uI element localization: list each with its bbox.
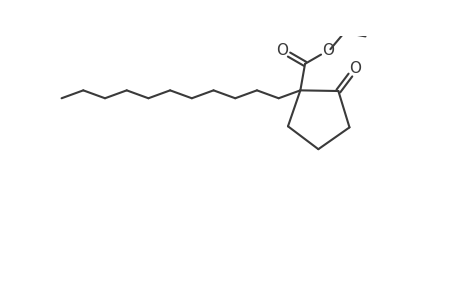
Text: O: O — [321, 43, 333, 58]
Text: O: O — [275, 43, 287, 58]
Text: O: O — [348, 61, 360, 76]
